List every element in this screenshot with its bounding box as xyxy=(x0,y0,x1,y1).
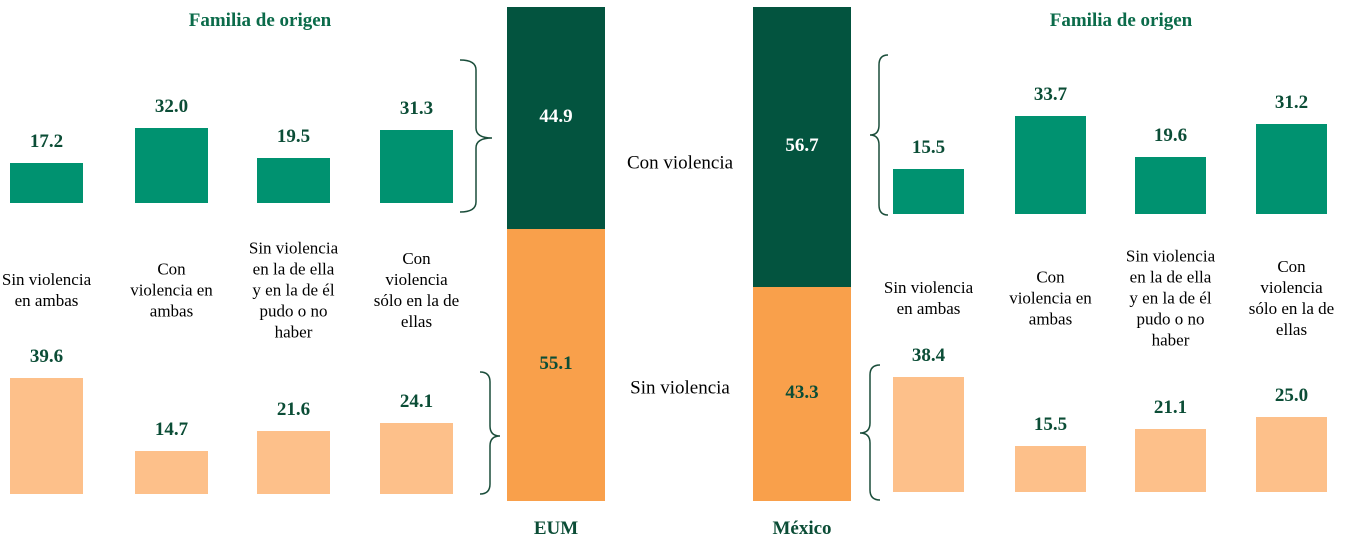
value-label: 31.2 xyxy=(1274,91,1309,113)
bar xyxy=(380,130,453,203)
bar xyxy=(10,162,83,203)
segment-value: 55.1 xyxy=(539,352,573,374)
bar xyxy=(1135,157,1206,214)
stacked-segment xyxy=(507,228,605,501)
category-label: Con violencia sólo en la de ellas xyxy=(1248,257,1335,339)
bar xyxy=(10,377,83,494)
category-label: México xyxy=(772,518,832,539)
category-label: Sin violencia en ambas xyxy=(883,278,974,318)
segment-value: 43.3 xyxy=(785,382,819,404)
value-label: 25.0 xyxy=(1274,385,1309,406)
value-label: 15.5 xyxy=(911,137,946,159)
brace xyxy=(859,364,881,501)
value-label: 19.5 xyxy=(276,125,311,147)
series-label: Con violencia xyxy=(626,152,734,174)
value-label: 31.3 xyxy=(399,98,434,120)
bar xyxy=(893,169,964,214)
value-label: 33.7 xyxy=(1033,84,1068,106)
category-label: Sin violencia en la de ella y en la de é… xyxy=(1125,246,1216,350)
series-label: Sin violencia xyxy=(630,377,730,399)
bar xyxy=(135,128,208,203)
value-label: 15.5 xyxy=(1033,413,1068,435)
bar xyxy=(1015,116,1086,214)
bar xyxy=(257,430,330,494)
value-label: 21.1 xyxy=(1153,396,1188,418)
brace xyxy=(459,59,493,213)
category-label: Sin violencia en la de ella y en la de é… xyxy=(248,238,339,342)
segment-value: 56.7 xyxy=(785,135,819,157)
brace xyxy=(479,371,501,495)
value-label: 32.0 xyxy=(154,96,189,118)
chart-title: Familia de origen xyxy=(1049,10,1193,31)
category-label: Con violencia sólo en la de ellas xyxy=(373,249,460,331)
bar xyxy=(1256,123,1327,214)
segment-value: 44.9 xyxy=(539,105,573,127)
value-label: 19.6 xyxy=(1153,125,1188,147)
bar xyxy=(1135,428,1206,492)
category-label: Con violencia en ambas xyxy=(130,259,213,321)
value-label: 21.6 xyxy=(276,398,311,420)
chart-title: Familia de origen xyxy=(188,10,332,31)
value-label: 24.1 xyxy=(399,391,434,413)
stacked-segment xyxy=(753,287,851,501)
bar xyxy=(380,423,453,494)
category-label: EUM xyxy=(533,518,579,539)
brace xyxy=(869,54,889,216)
bar xyxy=(135,450,208,494)
category-label: Sin violencia en ambas xyxy=(1,270,92,310)
value-label: 38.4 xyxy=(911,344,946,366)
category-label: Con violencia en ambas xyxy=(1009,267,1092,329)
bar xyxy=(257,157,330,203)
bar xyxy=(1256,417,1327,492)
stacked-segment xyxy=(507,7,605,229)
value-label: 39.6 xyxy=(29,345,64,367)
value-label: 17.2 xyxy=(29,130,64,152)
value-label: 14.7 xyxy=(154,418,189,440)
bar xyxy=(893,376,964,492)
stacked-segment xyxy=(753,7,851,288)
bar xyxy=(1015,445,1086,492)
